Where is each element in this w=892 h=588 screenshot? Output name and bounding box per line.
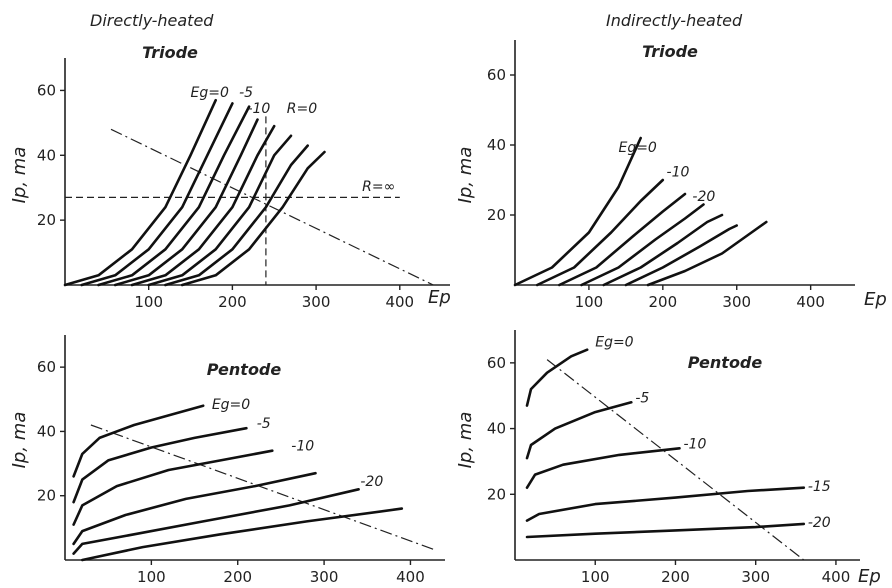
y-tick-label: 20 — [487, 485, 506, 503]
curve-6 — [646, 220, 768, 287]
y-tick-label: 20 — [487, 206, 506, 224]
chart-directly-heated-pentode: Pentode Ip, ma 100 200 300 400 20 40 60 Eg=0 -5 -… — [9, 335, 445, 586]
y-tick-label: 20 — [37, 487, 56, 505]
curve-2 — [558, 192, 687, 287]
y-tick-label: 20 — [37, 211, 56, 229]
x-tick-label: 300 — [302, 293, 331, 311]
y-axis-label: Ip, ma — [9, 412, 30, 469]
y-axis-label: Ip, ma — [455, 147, 476, 204]
y-tick-label: 60 — [487, 354, 506, 372]
chart-title: Triode — [642, 42, 698, 61]
curve-label: -10 — [667, 165, 690, 181]
x-tick-label: 400 — [396, 568, 425, 586]
curve-4 — [525, 522, 806, 539]
y-tick-label: 60 — [37, 81, 56, 99]
y-tick-label: 60 — [487, 66, 506, 84]
curve-label: -10 — [291, 439, 314, 455]
curve-4 — [130, 124, 276, 287]
curve-5 — [81, 507, 404, 562]
curve-3 — [72, 471, 317, 546]
chart-title: Triode — [142, 43, 198, 62]
chart-indirectly-heated-pentode: Pentode Ip, ma Ep 100 200 300 400 20 40 60 Eg=0… — [455, 330, 881, 587]
curve-4 — [72, 488, 360, 555]
y-tick-label: 40 — [487, 136, 506, 154]
x-axis-label: Ep — [864, 289, 887, 310]
load-line — [90, 424, 437, 551]
x-tick-label: 100 — [575, 293, 604, 311]
curve-1 — [535, 178, 665, 287]
curve-0 — [525, 348, 589, 407]
curve-label: -20 — [692, 189, 715, 205]
curve-label: Eg=0 — [618, 140, 656, 156]
curve-0 — [72, 404, 205, 478]
x-tick-label: 300 — [722, 293, 751, 311]
curve-1 — [525, 401, 633, 460]
curve-1 — [72, 426, 248, 504]
x-tick-label: 100 — [581, 568, 610, 586]
curve-label: -10 — [247, 101, 270, 117]
x-tick-label: 400 — [796, 293, 825, 311]
x-tick-label: 100 — [134, 293, 163, 311]
curve-label: -15 — [808, 479, 831, 495]
header-right: Indirectly-heated — [606, 11, 743, 30]
curve-2 — [72, 449, 274, 526]
header-left: Directly-heated — [90, 11, 214, 30]
x-tick-label: 200 — [218, 293, 247, 311]
x-tick-label: 100 — [137, 568, 166, 586]
curve-label: -20 — [808, 515, 831, 531]
x-axis-label: Ep — [428, 287, 451, 308]
curve-label: -5 — [257, 416, 271, 432]
curve-label: -5 — [635, 390, 649, 406]
x-tick-label: 200 — [661, 568, 690, 586]
curve-label: -5 — [239, 85, 253, 101]
curve-5 — [147, 134, 293, 287]
y-axis-label: Ip, ma — [9, 147, 30, 204]
curve-0 — [63, 98, 217, 287]
x-tick-label: 400 — [822, 568, 851, 586]
chart-indirectly-heated-triode: Triode Ip, ma Ep 100 200 300 400204060Eg=0-… — [455, 40, 887, 311]
curve-label: -20 — [360, 474, 383, 490]
curve-label: R=∞ — [362, 179, 395, 195]
curve-4 — [602, 213, 724, 287]
y-tick-label: 40 — [37, 422, 56, 440]
curve-label: -10 — [683, 436, 706, 452]
curve-label: Eg=0 — [595, 334, 633, 350]
x-tick-label: 300 — [310, 568, 339, 586]
x-tick-label: 200 — [649, 293, 678, 311]
load-line — [110, 128, 434, 286]
chart-title: Pentode — [688, 353, 763, 372]
x-tick-label: 400 — [385, 293, 414, 311]
curve-1 — [80, 102, 234, 287]
x-axis-label: Ep — [858, 566, 881, 587]
curve-3 — [113, 118, 259, 287]
x-tick-label: 300 — [741, 568, 770, 586]
curve-5 — [624, 224, 738, 287]
curve-label: Eg=0 — [212, 397, 250, 413]
curve-0 — [513, 136, 642, 287]
curve-2 — [97, 105, 251, 287]
x-tick-label: 200 — [223, 568, 252, 586]
y-tick-label: 60 — [37, 358, 56, 376]
curve-7 — [180, 150, 326, 287]
curve-3 — [525, 486, 806, 522]
chart-title: Pentode — [207, 360, 282, 379]
y-axis-label: Ip, ma — [455, 412, 476, 469]
curve-6 — [164, 144, 309, 287]
curve-3 — [580, 203, 705, 287]
y-tick-label: 40 — [37, 146, 56, 164]
curve-label: R=0 — [287, 101, 317, 117]
y-tick-label: 40 — [487, 420, 506, 438]
curve-label: Eg=0 — [191, 85, 229, 101]
curve-2 — [525, 447, 681, 489]
